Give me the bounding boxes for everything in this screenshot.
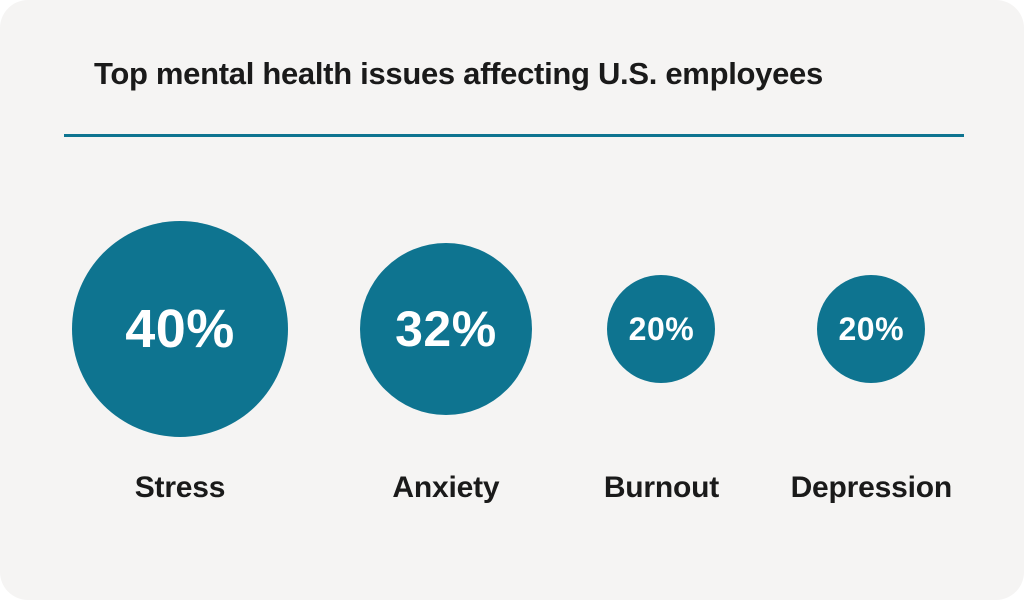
bubble-category-label-burnout: Burnout bbox=[603, 471, 720, 504]
bubble-stress: 40% bbox=[72, 221, 288, 437]
bubble-value-depression: 20% bbox=[838, 310, 905, 347]
bubble-area-stress: 40% bbox=[72, 221, 288, 437]
bubble-area-anxiety: 32% bbox=[359, 221, 533, 437]
bubble-area-depression: 20% bbox=[817, 221, 926, 437]
bubble-category-label-anxiety: Anxiety bbox=[392, 471, 500, 504]
bubble-group-stress: 40% Stress bbox=[72, 221, 288, 505]
bubble-group-anxiety: 32% Anxiety bbox=[359, 221, 533, 505]
bubble-group-depression: 20% Depression bbox=[791, 221, 952, 505]
bubble-group-burnout: 20% Burnout bbox=[604, 221, 719, 505]
bubble-chart: 40% Stress 32% Anxiety 20% Burnout 20% Depressi… bbox=[0, 221, 1024, 505]
bubble-value-anxiety: 32% bbox=[395, 300, 497, 357]
bubble-value-burnout: 20% bbox=[628, 310, 695, 347]
bubble-value-stress: 40% bbox=[125, 299, 235, 359]
bubble-area-burnout: 20% bbox=[607, 221, 716, 437]
bubble-anxiety: 32% bbox=[359, 242, 533, 416]
chart-title: Top mental health issues affecting U.S. … bbox=[94, 56, 823, 91]
bubble-burnout: 20% bbox=[607, 275, 716, 383]
bubble-category-label-depression: Depression bbox=[790, 471, 953, 504]
bubble-category-label-stress: Stress bbox=[134, 471, 226, 504]
bubble-depression: 20% bbox=[817, 275, 926, 383]
title-divider bbox=[64, 134, 964, 137]
